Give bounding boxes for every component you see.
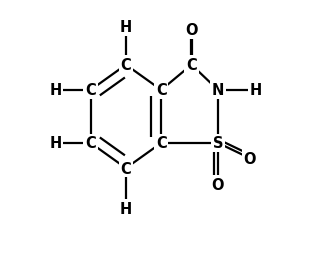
- Text: H: H: [250, 83, 262, 98]
- Text: O: O: [185, 23, 198, 38]
- Text: C: C: [85, 83, 96, 98]
- Text: C: C: [121, 58, 131, 73]
- Text: O: O: [212, 177, 224, 192]
- Text: C: C: [121, 161, 131, 176]
- Text: H: H: [49, 83, 61, 98]
- Text: H: H: [120, 20, 132, 35]
- Text: O: O: [243, 151, 256, 166]
- Text: C: C: [186, 58, 197, 73]
- Text: N: N: [212, 83, 224, 98]
- Text: H: H: [49, 136, 61, 151]
- Text: C: C: [85, 136, 96, 151]
- Text: H: H: [120, 201, 132, 216]
- Text: S: S: [213, 136, 223, 151]
- Text: C: C: [156, 136, 167, 151]
- Text: C: C: [156, 83, 167, 98]
